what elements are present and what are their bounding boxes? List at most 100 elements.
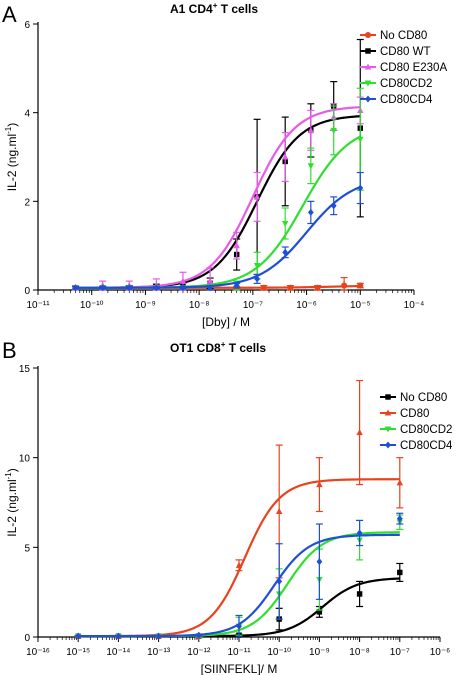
legend-label: CD80 WT [380, 46, 430, 58]
panel-letter: B [2, 338, 17, 363]
data-point [253, 193, 261, 200]
x-tick-label: 10⁻⁶ [430, 647, 451, 658]
data-point [384, 409, 392, 416]
x-tick-label: 10⁻⁴ [404, 300, 425, 311]
data-point [281, 153, 289, 160]
fit-curve [75, 115, 361, 289]
x-tick-label: 10⁻⁵ [350, 300, 371, 311]
x-tick-label: 10⁻¹⁶ [26, 647, 50, 658]
y-tick-label: 0 [24, 633, 30, 644]
data-point [260, 284, 267, 291]
data-point [307, 208, 314, 216]
panel-a: A A1 CD4+ T cells 0 2 4 6 10⁻¹¹ 10⁻¹⁰ 10⁻⁹ 10⁻⁸ 10… [2, 1, 447, 329]
legend: No CD80 CD80 WT CD80 E230A CD80CD2 CD80CD4 [360, 30, 447, 106]
y-tick-label: 6 [24, 20, 30, 31]
title-suffix: T cells [225, 341, 266, 355]
data-point [287, 284, 294, 291]
x-tick-label: 10⁻¹⁰ [267, 647, 291, 658]
data-point [330, 202, 337, 210]
data-point [155, 632, 162, 640]
legend-label: CD80CD2 [380, 78, 432, 90]
y-label-superscript: -1 [4, 126, 13, 134]
series-cd80 [74, 379, 404, 639]
data-point [316, 609, 323, 615]
x-tick-label: 10⁻¹² [187, 647, 211, 658]
data-point [72, 284, 79, 292]
y-tick-label: 5 [24, 543, 30, 554]
title-superscript: + [213, 1, 218, 10]
x-tick-label: 10⁻¹³ [147, 647, 171, 658]
data-point [316, 558, 323, 566]
data-point [357, 136, 364, 143]
x-tick-label: 10⁻¹⁰ [80, 300, 104, 311]
y-tick-label: 10 [19, 454, 31, 465]
data-point [341, 282, 348, 289]
fit-curve [75, 106, 361, 289]
fit-curve [78, 478, 400, 638]
data-point [316, 481, 323, 488]
legend-label: CD80CD4 [380, 94, 433, 106]
y-tick-label: 4 [24, 109, 30, 120]
data-point [364, 80, 372, 87]
x-tick-label: 10⁻⁸ [189, 300, 210, 311]
data-point [365, 48, 371, 54]
series-cd80cd4 [74, 512, 404, 640]
x-tick-label: 10⁻⁷ [390, 647, 410, 658]
legend-item: CD80CD2 [380, 424, 452, 436]
chart-title: A1 CD4+ T cells [170, 1, 258, 16]
legend: No CD80 CD80 CD80CD2 CD80CD4 [380, 392, 453, 452]
data-point [397, 569, 403, 576]
series-cd80-wt [72, 38, 364, 291]
x-tick-label: 10⁻⁸ [349, 647, 370, 658]
legend-label: No CD80 [380, 30, 427, 42]
legend-item: CD80 [380, 408, 429, 420]
fit-curve [75, 186, 361, 289]
data-point [99, 284, 106, 292]
legend-label: CD80CD2 [400, 424, 452, 436]
data-point [385, 394, 391, 400]
data-point [385, 441, 391, 449]
data-point [180, 284, 186, 292]
legend-label: No CD80 [400, 392, 447, 404]
legend-item: CD80 WT [360, 46, 430, 58]
data-point [233, 242, 240, 249]
data-point [357, 282, 364, 289]
x-axis-label: [Dby] / M [202, 315, 250, 329]
data-point [356, 429, 363, 436]
x-tick-label: 10⁻¹⁴ [106, 647, 130, 658]
legend-label: CD80CD4 [400, 440, 453, 452]
title-superscript: + [221, 340, 226, 349]
legend-item: CD80CD4 [360, 94, 433, 106]
data-point [195, 631, 202, 639]
data-point [330, 127, 337, 134]
x-tick-label: 10⁻¹⁵ [66, 647, 90, 658]
y-label-suffix: ) [5, 468, 19, 472]
data-point [282, 248, 289, 256]
data-point [253, 263, 261, 270]
legend-item: CD80CD4 [380, 440, 453, 452]
y-tick-label: 2 [24, 197, 30, 208]
title-suffix: T cells [217, 2, 258, 16]
data-point [179, 277, 187, 284]
data-point [233, 282, 240, 290]
data-point [307, 163, 315, 170]
x-tick-label: 10⁻⁶ [296, 300, 317, 311]
x-tick-label: 10⁻¹¹ [26, 300, 50, 311]
y-axis-label: IL-2 (ng.ml-1) [4, 123, 19, 191]
data-point [314, 284, 321, 291]
x-tick-label: 10⁻⁹ [309, 647, 330, 658]
data-point [396, 479, 403, 486]
data-point [115, 632, 122, 640]
y-axis-label: IL-2 (ng.ml-1) [4, 468, 19, 536]
data-point [384, 426, 392, 433]
data-point [356, 591, 363, 597]
data-point [236, 622, 242, 630]
y-label-suffix: ) [5, 123, 19, 127]
x-tick-label: 10⁻⁹ [135, 300, 156, 311]
legend-label: CD80 [400, 408, 429, 420]
data-point [126, 284, 133, 292]
legend-item: CD80CD2 [360, 78, 432, 90]
chart-title: OT1 CD8+ T cells [170, 340, 266, 355]
panel-b: B OT1 CD8+ T cells 0 5 10 15 10⁻¹⁶ 10⁻¹⁵ 10⁻¹⁴ 10… [2, 338, 453, 675]
